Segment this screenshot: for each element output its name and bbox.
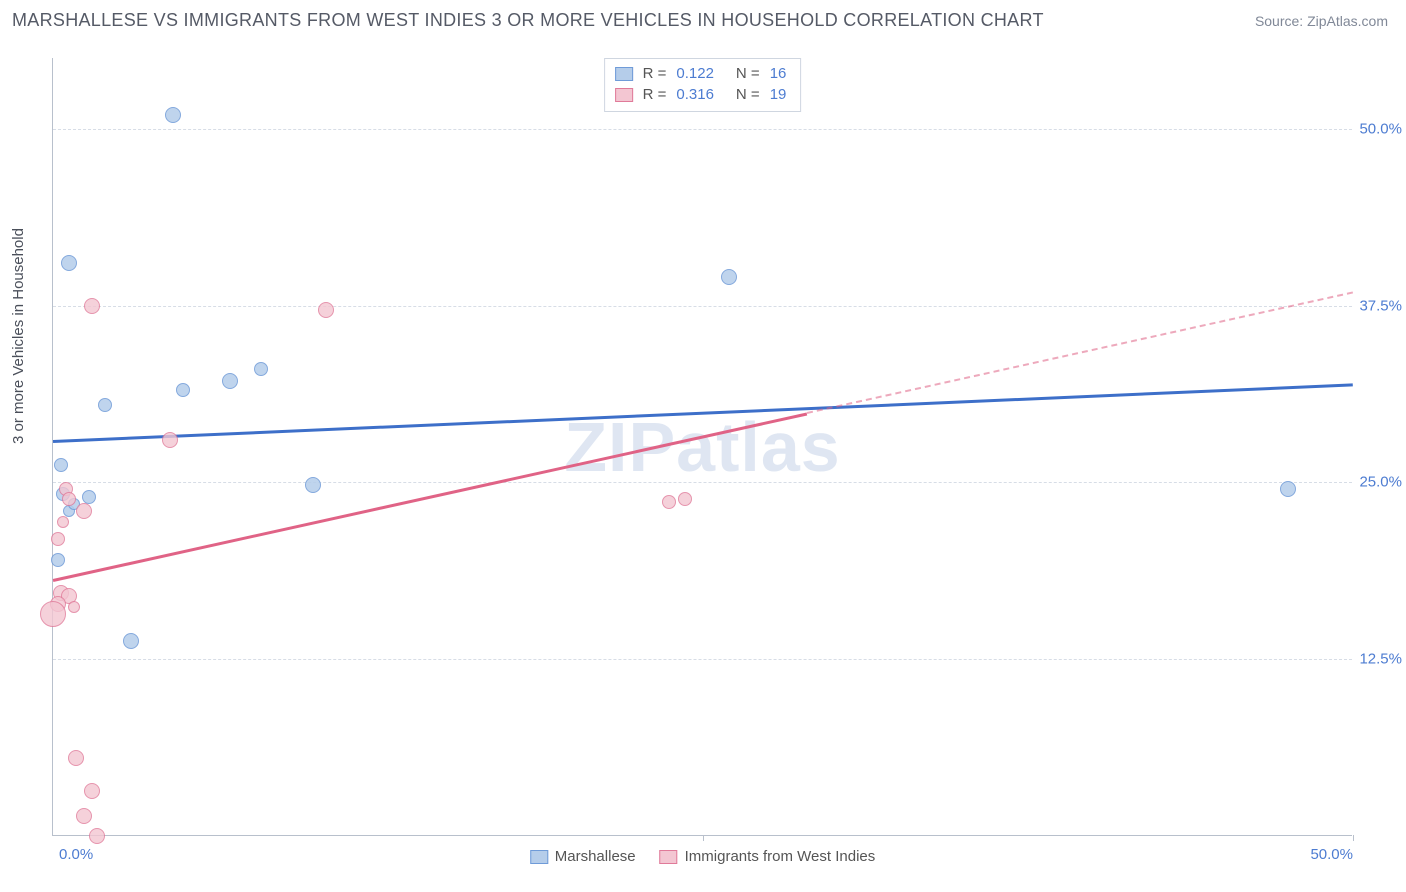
y-tick-label: 12.5% bbox=[1359, 651, 1402, 668]
legend-label-west_indies: Immigrants from West Indies bbox=[685, 848, 876, 865]
data-point-marshallese bbox=[61, 255, 77, 271]
trend-line-marshallese bbox=[53, 383, 1353, 442]
x-tick bbox=[1353, 835, 1354, 841]
legend-swatch-marshallese bbox=[530, 850, 548, 864]
legend-correlation-row-west_indies: R = 0.316 N = 19 bbox=[615, 84, 787, 105]
data-point-west_indies bbox=[68, 601, 80, 613]
x-tick bbox=[703, 835, 704, 841]
legend-n-value: 16 bbox=[770, 65, 787, 82]
data-point-marshallese bbox=[1280, 481, 1296, 497]
data-point-marshallese bbox=[254, 362, 268, 376]
legend-swatch-west_indies bbox=[615, 88, 633, 102]
legend-r-label: R = bbox=[643, 65, 667, 82]
gridline-h bbox=[53, 659, 1352, 660]
source-attribution: Source: ZipAtlas.com bbox=[1255, 13, 1388, 29]
y-axis-label: 3 or more Vehicles in Household bbox=[10, 228, 27, 444]
correlation-legend: R = 0.122 N = 16 R = 0.316 N = 19 bbox=[604, 58, 802, 112]
legend-r-label: R = bbox=[643, 86, 667, 103]
legend-item-marshallese: Marshallese bbox=[530, 848, 636, 865]
y-tick-label: 37.5% bbox=[1359, 297, 1402, 314]
data-point-west_indies bbox=[68, 750, 84, 766]
data-point-marshallese bbox=[98, 398, 112, 412]
data-point-west_indies bbox=[51, 532, 65, 546]
legend-correlation-row-marshallese: R = 0.122 N = 16 bbox=[615, 63, 787, 84]
legend-n-value: 19 bbox=[770, 86, 787, 103]
watermark-text: ZIPatlas bbox=[564, 407, 840, 487]
data-point-west_indies bbox=[62, 492, 76, 506]
y-tick-label: 25.0% bbox=[1359, 474, 1402, 491]
data-point-marshallese bbox=[123, 633, 139, 649]
gridline-h bbox=[53, 129, 1352, 130]
legend-label-marshallese: Marshallese bbox=[555, 848, 636, 865]
data-point-west_indies bbox=[84, 783, 100, 799]
legend-swatch-west_indies bbox=[660, 850, 678, 864]
chart-title: MARSHALLESE VS IMMIGRANTS FROM WEST INDI… bbox=[12, 10, 1044, 31]
data-point-west_indies bbox=[662, 495, 676, 509]
data-point-west_indies bbox=[57, 516, 69, 528]
gridline-h bbox=[53, 482, 1352, 483]
data-point-marshallese bbox=[82, 490, 96, 504]
data-point-west_indies bbox=[89, 828, 105, 844]
chart-header: MARSHALLESE VS IMMIGRANTS FROM WEST INDI… bbox=[0, 0, 1406, 39]
legend-n-label: N = bbox=[736, 86, 760, 103]
legend-r-value: 0.316 bbox=[676, 86, 714, 103]
legend-item-west_indies: Immigrants from West Indies bbox=[660, 848, 876, 865]
data-point-west_indies bbox=[84, 298, 100, 314]
data-point-west_indies bbox=[318, 302, 334, 318]
legend-n-label: N = bbox=[736, 65, 760, 82]
data-point-marshallese bbox=[54, 458, 68, 472]
data-point-west_indies bbox=[76, 808, 92, 824]
data-point-marshallese bbox=[305, 477, 321, 493]
data-point-marshallese bbox=[51, 553, 65, 567]
y-tick-label: 50.0% bbox=[1359, 120, 1402, 137]
data-point-marshallese bbox=[165, 107, 181, 123]
data-point-west_indies bbox=[76, 503, 92, 519]
x-tick-label: 50.0% bbox=[1310, 846, 1353, 863]
legend-swatch-marshallese bbox=[615, 67, 633, 81]
data-point-marshallese bbox=[721, 269, 737, 285]
x-tick-label: 0.0% bbox=[59, 846, 93, 863]
data-point-west_indies bbox=[162, 432, 178, 448]
data-point-marshallese bbox=[222, 373, 238, 389]
data-point-west_indies bbox=[40, 601, 66, 627]
series-legend: Marshallese Immigrants from West Indies bbox=[530, 848, 875, 865]
data-point-west_indies bbox=[678, 492, 692, 506]
data-point-marshallese bbox=[176, 383, 190, 397]
gridline-h bbox=[53, 306, 1352, 307]
legend-r-value: 0.122 bbox=[676, 65, 714, 82]
chart-container: 3 or more Vehicles in Household ZIPatlas… bbox=[12, 44, 1394, 884]
plot-area: ZIPatlas R =0.122N =16R =0.316N =19 Mars… bbox=[52, 58, 1352, 836]
